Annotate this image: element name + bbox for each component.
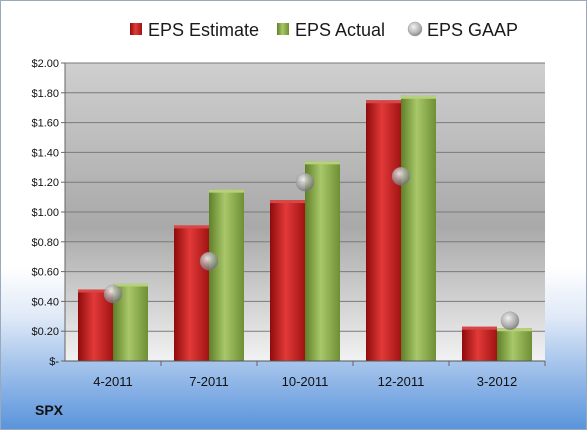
point-eps-gaap	[391, 166, 411, 186]
bars	[78, 95, 532, 361]
bar-top-eps-estimate	[174, 225, 209, 229]
y-tick-label: $1.80	[31, 88, 59, 100]
bar-top-eps-actual	[305, 161, 340, 165]
legend-marker-eps-actual	[277, 23, 289, 35]
bar-top-eps-estimate	[366, 100, 401, 104]
legend-label-eps-gaap: EPS GAAP	[427, 20, 518, 40]
bar-eps-actual	[497, 328, 532, 361]
x-tick-label: 4-2011	[93, 374, 133, 389]
y-tick-label: $0.60	[31, 267, 59, 279]
bar-eps-actual	[209, 189, 244, 361]
point-eps-gaap	[500, 311, 520, 331]
bar-top-eps-actual	[113, 283, 148, 287]
legend-label-eps-estimate: EPS Estimate	[148, 20, 259, 40]
y-tick-label: $1.40	[31, 147, 59, 159]
x-tick-label: 12-2011	[378, 374, 425, 389]
y-axis: $- $0.20 $0.40 $0.60 $0.80 $1.00 $1.20 $1.40 $1.…	[31, 58, 66, 368]
y-tick-label: $2.00	[31, 58, 59, 70]
bar-eps-actual	[401, 95, 436, 361]
y-tick-label: $0.40	[31, 296, 59, 308]
x-tick-label: 10-2011	[282, 374, 329, 389]
point-eps-gaap	[103, 284, 123, 304]
gaap-points	[103, 166, 520, 331]
point-eps-gaap	[295, 172, 315, 192]
legend: EPS Estimate EPS Actual EPS GAAP	[130, 20, 518, 40]
bar-top-eps-actual	[497, 328, 532, 332]
bar-top-eps-actual	[209, 189, 244, 193]
legend-label-eps-actual: EPS Actual	[295, 20, 385, 40]
bar-eps-estimate	[78, 289, 113, 361]
bar-eps-estimate	[462, 326, 497, 361]
y-tick-label: $1.00	[31, 207, 59, 219]
y-tick-label: $0.80	[31, 237, 59, 249]
bar-eps-estimate	[270, 200, 305, 361]
x-axis: 4-2011 7-2011 10-2011 12-2011 3-2012	[65, 360, 546, 389]
x-tick-label: 3-2012	[477, 374, 517, 389]
bar-eps-estimate	[366, 100, 401, 361]
y-tick-label: $1.60	[31, 118, 59, 130]
point-eps-gaap	[199, 251, 219, 271]
bar-top-eps-actual	[401, 95, 436, 99]
y-tick-label: $1.20	[31, 177, 59, 189]
bar-eps-actual	[305, 161, 340, 361]
y-tick-label: $0.20	[31, 326, 59, 338]
legend-marker-eps-estimate	[130, 23, 142, 35]
bar-top-eps-estimate	[78, 289, 113, 293]
x-tick-label: 7-2011	[189, 374, 229, 389]
y-tick-label: $-	[49, 356, 59, 368]
bar-eps-estimate	[174, 225, 209, 361]
bar-top-eps-estimate	[462, 326, 497, 330]
bar-top-eps-estimate	[270, 200, 305, 204]
ticker-label: SPX	[35, 402, 64, 418]
legend-marker-eps-gaap	[407, 21, 423, 37]
